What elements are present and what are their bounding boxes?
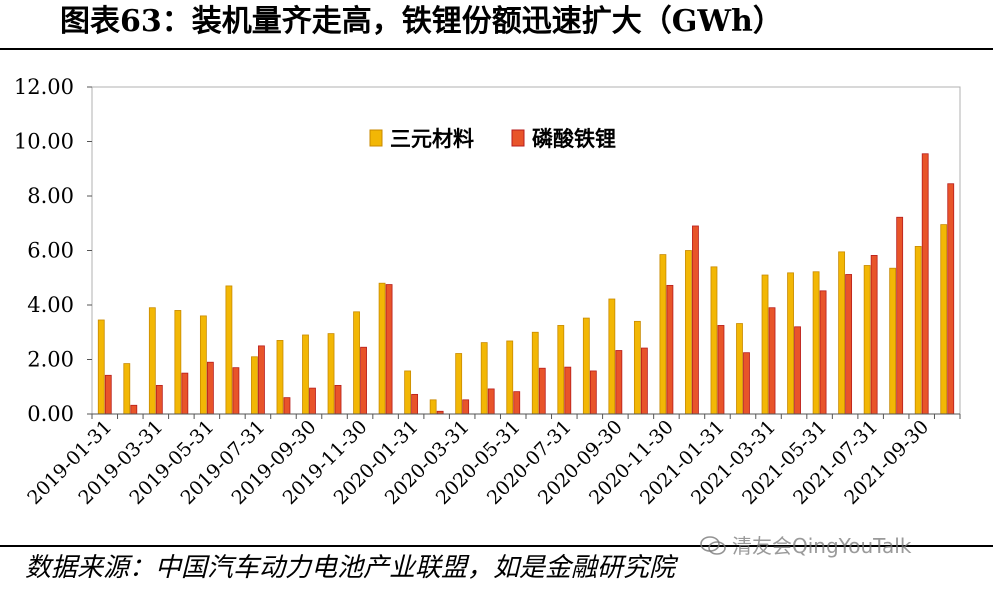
bar-ternary — [353, 311, 360, 415]
bar-lfp — [896, 216, 904, 415]
y-axis: 0.00 2.00 4.00 6.00 8.00 10.00 12.00 — [14, 75, 92, 426]
bar-lfp — [615, 350, 623, 415]
bar-lfp — [206, 361, 214, 415]
bar-ternary — [251, 356, 258, 415]
bar-ternary — [914, 246, 922, 415]
bar-ternary — [736, 323, 743, 415]
bar-ternary — [889, 267, 897, 415]
y-tick-label: 4.00 — [27, 293, 74, 317]
bar-lfp — [487, 388, 495, 415]
bar-lfp — [692, 225, 699, 415]
source-note: 数据来源：中国汽车动力电池产业联盟，如是金融研究院 — [25, 553, 676, 583]
bar-lfp — [283, 397, 291, 415]
bar-lfp — [564, 366, 572, 415]
plot-area — [91, 86, 961, 415]
bar-ternary — [685, 250, 692, 415]
footer-divider — [0, 545, 993, 547]
bar-ternary — [404, 370, 412, 415]
bar-lfp — [845, 274, 853, 415]
bar-lfp — [717, 325, 725, 415]
watermark-text: 清友会QingYouTalk — [732, 534, 912, 558]
bar-ternary — [480, 342, 488, 415]
y-tick-label: 6.00 — [27, 239, 74, 263]
bar-lfp — [181, 372, 189, 415]
y-tick-label: 2.00 — [27, 348, 74, 372]
bar-lfp — [666, 284, 674, 415]
bar-lfp — [309, 387, 316, 415]
y-tick-label: 8.00 — [27, 184, 74, 208]
bar-lfp — [411, 393, 419, 415]
bar-ternary — [761, 274, 769, 415]
bar-lfp — [155, 384, 163, 415]
bar-ternary — [199, 315, 207, 415]
chart-title: 图表63：装机量齐走高，铁锂份额迅速扩大（GWh） — [60, 4, 783, 39]
bar-ternary — [455, 353, 463, 415]
bar-lfp — [462, 399, 470, 415]
bar-ternary — [531, 331, 539, 415]
bar-ternary — [429, 399, 437, 415]
bar-lfp — [334, 384, 342, 415]
bar-chart: 0.00 2.00 4.00 6.00 8.00 10.00 12.00 2019-01-3… — [14, 75, 961, 509]
bar-lfp — [258, 345, 265, 415]
y-tick-label: 10.00 — [14, 130, 74, 154]
x-axis: 2019-01-312019-03-312019-05-312019-07-31… — [23, 413, 961, 509]
bar-ternary — [97, 319, 105, 415]
bar-ternary — [787, 272, 794, 415]
bar-ternary — [506, 340, 514, 415]
bar-ternary — [378, 282, 386, 415]
bar-lfp — [794, 326, 801, 415]
bar-ternary — [302, 334, 309, 415]
bar-ternary — [557, 325, 565, 415]
bar-lfp — [232, 367, 240, 415]
bar-ternary — [608, 298, 616, 415]
bar-lfp — [589, 370, 597, 415]
wechat-icon — [700, 536, 726, 555]
bar-ternary — [812, 271, 820, 415]
bar-ternary — [276, 340, 284, 415]
legend-swatch — [511, 129, 525, 147]
title-divider — [0, 48, 993, 50]
bar-lfp — [743, 352, 750, 415]
bar-lfp — [385, 284, 393, 415]
legend-swatch — [369, 129, 383, 147]
bar-ternary — [327, 333, 335, 415]
y-tick-label: 0.00 — [27, 402, 74, 426]
bar-ternary — [225, 285, 233, 415]
bar-ternary — [710, 266, 718, 415]
bar-ternary — [659, 254, 667, 415]
bar-lfp — [819, 290, 827, 415]
bar-lfp — [640, 347, 648, 415]
bar-lfp — [947, 183, 955, 415]
bar-ternary — [633, 320, 641, 415]
bar-ternary — [148, 307, 156, 415]
y-tick-label: 12.00 — [14, 75, 74, 99]
bar-lfp — [360, 346, 367, 415]
bar-lfp — [538, 367, 546, 415]
bar-ternary — [838, 251, 846, 415]
bar-lfp — [768, 307, 776, 415]
bar-lfp — [921, 153, 929, 415]
legend-label: 磷酸铁锂 — [532, 127, 616, 151]
bar-lfp — [513, 391, 521, 415]
bar-ternary — [123, 363, 131, 415]
bar-series — [97, 153, 955, 415]
bar-ternary — [940, 224, 948, 415]
bar-ternary — [863, 265, 871, 415]
bar-lfp — [130, 404, 138, 415]
watermark: 清友会QingYouTalk — [700, 530, 911, 559]
bar-ternary — [174, 310, 182, 415]
legend: 三元材料 磷酸铁锂 — [369, 127, 616, 151]
bar-lfp — [104, 374, 112, 415]
legend-label: 三元材料 — [390, 127, 474, 151]
bar-lfp — [870, 255, 878, 415]
bar-ternary — [582, 317, 590, 415]
